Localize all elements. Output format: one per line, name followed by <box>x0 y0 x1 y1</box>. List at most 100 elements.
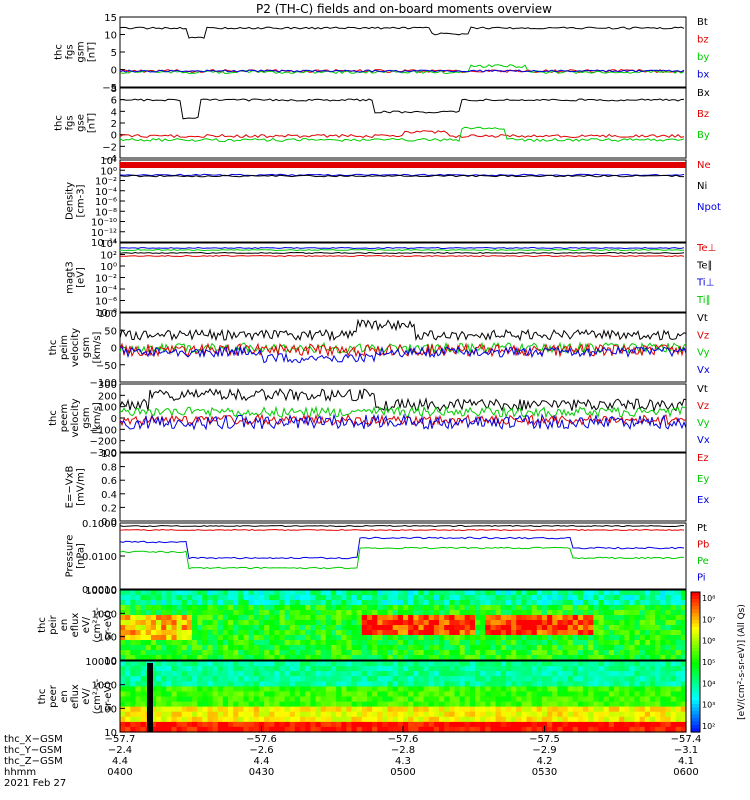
spectrogram-cell <box>469 676 476 682</box>
spectrogram-cell <box>449 590 455 596</box>
spectrogram-cell <box>624 701 630 708</box>
spectrogram-cell <box>125 701 131 708</box>
spectrogram-cell <box>331 625 337 631</box>
spectrogram-cell <box>228 620 234 626</box>
spectrogram-cell <box>480 595 486 601</box>
spectrogram-cell <box>331 726 337 733</box>
spectrogram-cell <box>408 635 414 641</box>
spectrogram-cell <box>614 620 620 626</box>
spectrogram-cell <box>552 645 558 651</box>
spectrogram-cell <box>598 691 605 698</box>
spectrogram-cell <box>413 681 419 687</box>
spectrogram-cell <box>284 605 291 611</box>
spectrogram-cell <box>356 661 363 667</box>
spectrogram-cell <box>197 600 203 606</box>
spectrogram-cell <box>212 640 219 646</box>
spectrogram-cell <box>264 671 270 677</box>
spectrogram-cell <box>511 615 517 621</box>
spectrogram-cell <box>577 625 584 631</box>
spectrogram-cell <box>423 696 430 703</box>
spectrogram-cell <box>593 696 600 703</box>
spectrogram-cell <box>614 706 620 713</box>
spectrogram-cell <box>665 610 672 616</box>
spectrogram-cell <box>675 666 682 672</box>
spectrogram-cell <box>161 666 167 672</box>
spectrogram-cell <box>583 630 589 636</box>
spectrogram-cell <box>547 666 553 672</box>
spectrogram-cell <box>202 716 208 723</box>
spectrogram-cell <box>387 650 394 656</box>
spectrogram-cell <box>552 600 558 606</box>
spectrogram-cell <box>150 595 157 601</box>
spectrogram-cell <box>619 721 625 728</box>
spectrogram-cell <box>552 701 558 708</box>
spectrogram-cell <box>629 666 636 672</box>
spectrogram-cell <box>521 726 527 733</box>
spectrogram-cell <box>418 666 425 672</box>
spectrogram-cell <box>284 701 291 708</box>
spectrogram-cell <box>500 650 507 656</box>
spectrogram-cell <box>567 696 574 703</box>
spectrogram-cell <box>269 625 275 631</box>
spectrogram-cell <box>238 716 244 723</box>
spectrogram-cell <box>305 620 311 626</box>
spectrogram-cell <box>516 676 522 682</box>
spectrogram-cell <box>130 666 136 672</box>
spectrogram-cell <box>156 645 162 651</box>
spectrogram-cell <box>269 696 275 703</box>
spectrogram-cell <box>279 635 286 641</box>
spectrogram-cell <box>192 666 198 672</box>
legend-item: Vz <box>697 330 709 341</box>
spectrogram-cell <box>428 630 435 636</box>
spectrogram-cell <box>192 645 198 651</box>
spectrogram-cell <box>480 600 486 606</box>
spectrogram-cell <box>207 640 214 646</box>
spectrogram-cell <box>619 630 625 636</box>
spectrogram-cell <box>222 630 229 636</box>
spectrogram-cell <box>202 600 208 606</box>
spectrogram-cell <box>433 671 440 677</box>
spectrogram-cell <box>212 615 219 621</box>
spectrogram-cell <box>433 696 440 703</box>
spectrogram-cell <box>156 711 162 718</box>
spectrogram-cell <box>248 711 255 718</box>
spectrogram-cell <box>150 686 157 693</box>
spectrogram-cell <box>377 655 383 661</box>
spectrogram-cell <box>495 671 502 677</box>
spectrogram-cell <box>572 640 579 646</box>
spectrogram-cell <box>454 696 461 703</box>
x-axis-row-label: thc_Y−GSM <box>4 745 62 756</box>
spectrogram-cell <box>238 721 244 728</box>
spectrogram-cell <box>541 716 548 723</box>
series-line <box>119 342 687 358</box>
y-axis-label-line: thc <box>48 410 59 426</box>
spectrogram-cell <box>464 645 471 651</box>
spectrogram-cell <box>341 600 347 606</box>
spectrogram-cell <box>665 595 672 601</box>
y-tick-label: 10⁻⁴ <box>95 285 117 296</box>
spectrogram-cell <box>361 600 368 606</box>
colorbar-cell <box>691 644 700 649</box>
spectrogram-cell <box>310 681 317 687</box>
spectrogram-cell <box>505 650 512 656</box>
spectrogram-cell <box>346 650 353 656</box>
spectrogram-cell <box>403 655 409 661</box>
spectrogram-cell <box>367 650 373 656</box>
spectrogram-cell <box>212 645 219 651</box>
spectrogram-cell <box>660 686 666 693</box>
spectrogram-cell <box>377 711 383 718</box>
spectrogram-cell <box>243 701 250 708</box>
spectrogram-cell <box>475 630 481 636</box>
spectrogram-cell <box>315 655 322 661</box>
spectrogram-cell <box>650 666 656 672</box>
spectrogram-cell <box>202 610 208 616</box>
spectrogram-cell <box>650 620 656 626</box>
spectrogram-cell <box>639 706 646 713</box>
spectrogram-cell <box>485 691 491 698</box>
spectrogram-cell <box>320 681 327 687</box>
spectrogram-cell <box>639 691 646 698</box>
colorbar-cell <box>691 623 700 628</box>
spectrogram-cell <box>598 666 605 672</box>
